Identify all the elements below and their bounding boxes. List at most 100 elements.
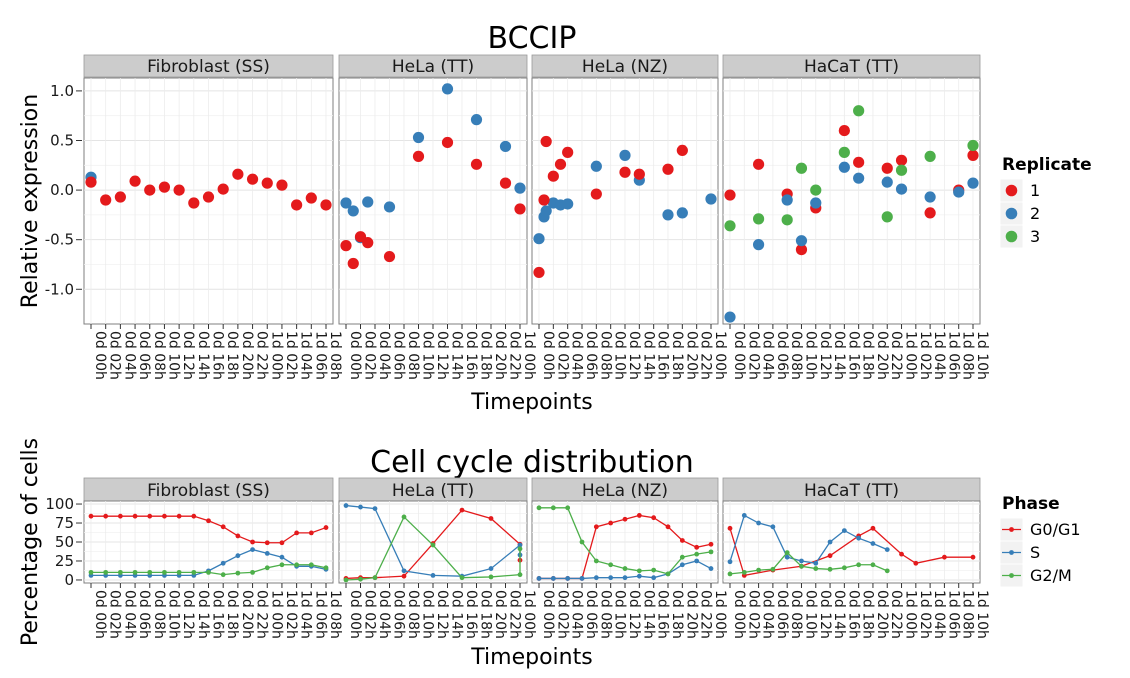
line-point-g2-m — [517, 572, 523, 578]
scatter-point-rep-1 — [347, 257, 359, 270]
legend-item-label: G2/M — [1030, 566, 1072, 585]
line-point-g2-m — [636, 568, 642, 574]
line-point-s — [536, 576, 542, 581]
legend-item-label: 2 — [1030, 204, 1040, 223]
x-tick-label: 0d 14h — [640, 590, 656, 639]
line-point-s — [550, 576, 556, 581]
line-point-g2-m — [708, 549, 714, 555]
scatter-point-rep-2 — [967, 177, 979, 189]
scatter-point-rep-1 — [383, 250, 396, 263]
x-tick-label: 0d 12h — [180, 331, 196, 380]
facet-strip-label: HeLa (TT) — [392, 481, 474, 501]
series-line-s — [729, 514, 888, 564]
x-tick-label: 0d 06h — [583, 331, 599, 380]
line-point-g2-m — [756, 567, 761, 573]
x-tick-label: 0d 06h — [391, 331, 407, 380]
line-point-g2-m — [608, 562, 614, 568]
x-tick-label: 0d 22h — [888, 590, 904, 639]
line-point-s — [430, 573, 436, 578]
x-tick-label: 1d 06h — [945, 331, 961, 380]
x-tick-label: 1d 04h — [298, 590, 314, 639]
scatter-point-rep-1 — [547, 170, 559, 182]
y-axis-label-percentage: Percentage of cells — [18, 438, 43, 646]
line-point-g0-g1 — [636, 513, 642, 518]
line-point-g2-m — [235, 570, 241, 576]
line-point-g0-g1 — [220, 524, 226, 530]
y-tick-label: 75 — [55, 514, 74, 532]
scatter-point-rep-2 — [676, 207, 688, 219]
line-point-s — [813, 560, 819, 566]
line-point-g0-g1 — [88, 513, 94, 519]
x-tick-label: 0d 16h — [463, 590, 479, 639]
scatter-point-rep-1 — [895, 154, 908, 166]
legend-replicate: Replicate 1 2 3 — [999, 155, 1092, 249]
x-tick-label: 1d 00h — [903, 590, 919, 639]
x-tick-label: 0d 00h — [347, 590, 363, 639]
x-tick-label: 0d 02h — [107, 331, 123, 380]
scatter-point-rep-2 — [499, 140, 512, 153]
x-tick-label: 0d 08h — [151, 590, 167, 639]
scatter-point-rep-2 — [924, 191, 936, 203]
x-tick-label: 1d 06h — [312, 331, 328, 380]
x-tick-label: 1d 10h — [974, 331, 990, 380]
scatter-point-rep-2 — [953, 186, 965, 198]
scatter-point-rep-1 — [924, 207, 936, 219]
scatter-point-rep-1 — [100, 194, 112, 206]
facet-strip-label: HaCaT (TT) — [804, 481, 899, 501]
line-point-s — [622, 575, 628, 581]
line-point-g0-g1 — [323, 525, 329, 530]
line-point-g0-g1 — [913, 560, 919, 566]
scatter-point-rep-1 — [320, 199, 332, 211]
line-point-g0-g1 — [708, 541, 714, 547]
line-point-g2-m — [651, 567, 657, 573]
y-axis-label-expression: Relative expression — [18, 94, 43, 308]
line-point-g2-m — [884, 568, 890, 574]
scatter-point-rep-1 — [724, 189, 736, 201]
line-point-g2-m — [579, 539, 585, 545]
x-tick-label: 0d 06h — [583, 590, 599, 639]
x-tick-label: 0d 08h — [597, 590, 613, 639]
x-tick-label: 1d 02h — [917, 331, 933, 380]
line-point-g0-g1 — [401, 573, 407, 579]
line-point-g2-m — [132, 569, 138, 575]
scatter-point-rep-2 — [340, 197, 352, 209]
line-point-s — [579, 576, 585, 581]
x-tick-label: 0d 20h — [492, 590, 508, 639]
line-point-g2-m — [264, 565, 270, 571]
facet-strip — [722, 54, 981, 78]
x-tick-label: 0d 00h — [540, 590, 556, 639]
scatter-point-rep-2 — [347, 205, 359, 217]
line-point-g0-g1 — [593, 524, 599, 530]
facet-strip-label: HeLa (NZ) — [582, 57, 668, 77]
x-tick-label: 0d 16h — [210, 590, 226, 639]
x-tick-label: 0d 18h — [224, 331, 240, 380]
x-tick-label: 0d 04h — [569, 590, 585, 639]
x-tick-label: 0d 00h — [731, 590, 747, 639]
scatter-point-rep-1 — [188, 197, 200, 209]
line-point-g0-g1 — [459, 507, 465, 513]
x-tick-label: 0d 08h — [405, 590, 421, 639]
scatter-point-rep-3 — [752, 213, 765, 225]
line-point-g2-m — [279, 562, 285, 568]
legend-item-label: 1 — [1030, 181, 1040, 200]
legend-title: Phase — [1002, 494, 1060, 514]
scatter-point-rep-1 — [441, 136, 454, 149]
scatter-point-rep-1 — [246, 173, 259, 185]
x-tick-label: 1d 02h — [283, 331, 299, 380]
x-tick-label: 1d 00h — [712, 590, 728, 639]
facet-strip-label: HeLa (NZ) — [582, 481, 668, 501]
line-point-s — [401, 568, 407, 574]
line-point-g0-g1 — [162, 513, 167, 519]
x-tick-label: 0d 04h — [376, 331, 392, 380]
line-point-g2-m — [220, 572, 226, 578]
x-tick-label: 0d 14h — [831, 590, 847, 639]
x-tick-label: 0d 02h — [362, 590, 378, 639]
line-point-s — [593, 575, 599, 581]
scatter-point-rep-3 — [724, 220, 736, 232]
scatter-point-rep-1 — [853, 156, 865, 168]
x-tick-label: 0d 10h — [420, 590, 436, 639]
x-tick-label: 0d 04h — [121, 331, 137, 380]
x-tick-label: 1d 04h — [931, 590, 947, 639]
